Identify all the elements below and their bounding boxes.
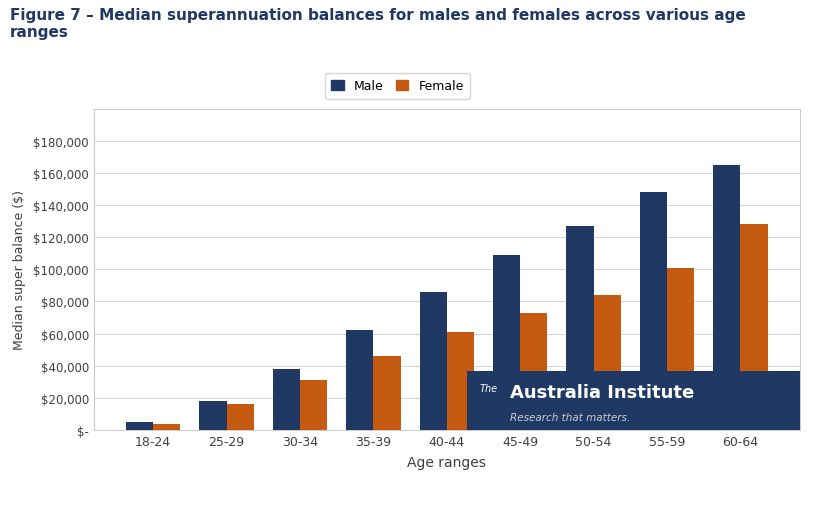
Text: Research that matters.: Research that matters. xyxy=(510,412,630,422)
Legend: Male, Female: Male, Female xyxy=(325,74,470,99)
Text: The: The xyxy=(480,383,499,393)
Bar xyxy=(126,422,153,430)
Bar xyxy=(593,295,621,430)
Bar xyxy=(346,331,374,430)
Bar xyxy=(640,193,667,430)
Text: Australia Institute: Australia Institute xyxy=(510,383,694,401)
Bar xyxy=(300,380,327,430)
Bar xyxy=(520,313,548,430)
Bar xyxy=(273,369,300,430)
Y-axis label: Median super balance ($): Median super balance ($) xyxy=(13,190,26,350)
Bar xyxy=(374,356,401,430)
Bar xyxy=(446,332,474,430)
Text: Figure 7 – Median superannuation balances for males and females across various a: Figure 7 – Median superannuation balance… xyxy=(10,8,746,40)
Bar xyxy=(153,423,180,430)
Bar xyxy=(740,225,768,430)
Bar xyxy=(493,256,520,430)
Bar xyxy=(199,401,227,430)
Bar xyxy=(713,165,740,430)
Bar xyxy=(419,292,447,430)
Bar xyxy=(667,268,694,430)
Bar xyxy=(566,227,593,430)
X-axis label: Age ranges: Age ranges xyxy=(407,455,486,469)
Bar xyxy=(227,405,254,430)
